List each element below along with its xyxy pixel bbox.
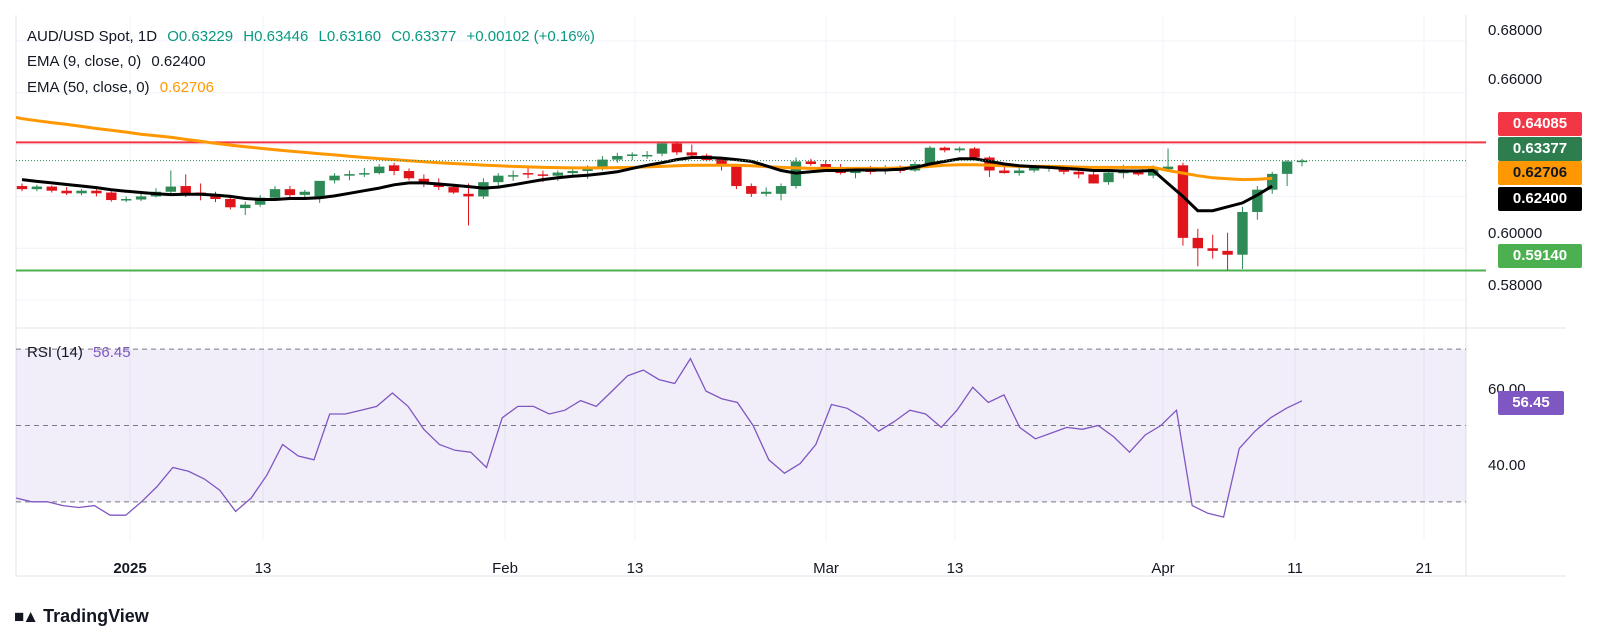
candle[interactable] <box>46 185 57 193</box>
x-axis-label: 21 <box>1415 560 1433 577</box>
candle[interactable] <box>120 196 132 203</box>
ema50-line-start <box>15 115 23 121</box>
candle[interactable] <box>374 164 385 175</box>
candle[interactable] <box>1177 162 1189 246</box>
candle[interactable] <box>746 183 757 197</box>
ema50-value: 0.62706 <box>159 79 214 96</box>
high-value: H0.63446 <box>243 28 309 45</box>
price-axis-label: 0.68000 <box>1488 22 1543 39</box>
candle[interactable] <box>1296 158 1308 167</box>
ema50-badge: 0.62706 <box>1498 161 1582 185</box>
candle[interactable] <box>195 183 206 201</box>
candle[interactable] <box>76 189 87 196</box>
symbol-legend: AUD/USD Spot, 1D O0.63229 H0.63446 L0.63… <box>27 28 601 45</box>
candle[interactable] <box>1281 160 1293 187</box>
candle[interactable] <box>731 164 742 190</box>
close-value: C0.63377 <box>391 28 457 45</box>
candle[interactable] <box>463 183 474 226</box>
candle[interactable] <box>314 180 325 203</box>
candle[interactable] <box>165 170 177 194</box>
candle[interactable] <box>507 170 519 181</box>
candle[interactable] <box>1252 186 1263 220</box>
candle[interactable] <box>612 152 623 163</box>
last-price-badge: 0.63377 <box>1498 137 1582 161</box>
support-badge: 0.59140 <box>1498 244 1582 268</box>
candle[interactable] <box>939 146 950 153</box>
candle[interactable] <box>284 186 296 199</box>
candle[interactable] <box>106 191 117 202</box>
candle[interactable] <box>1103 170 1114 185</box>
candle[interactable] <box>210 191 221 203</box>
price-axis-label: 0.58000 <box>1488 277 1543 294</box>
candle[interactable] <box>135 193 147 202</box>
tradingview-logo-icon: ■▲ <box>14 607 39 626</box>
candle[interactable] <box>418 174 430 188</box>
rsi-line <box>15 357 1303 518</box>
x-axis-label: Feb <box>492 560 518 577</box>
candle[interactable] <box>388 162 400 176</box>
logo-text: TradingView <box>43 606 149 626</box>
x-axis-label: 2025 <box>113 560 147 577</box>
x-axis-label: 13 <box>946 560 964 577</box>
candle[interactable] <box>1162 148 1174 171</box>
ema9-legend[interactable]: EMA (9, close, 0) 0.62400 <box>27 53 212 70</box>
rsi-badge: 56.45 <box>1498 391 1564 415</box>
ema50-line <box>21 117 1273 182</box>
ema9-badge: 0.62400 <box>1498 187 1582 211</box>
candle[interactable] <box>240 201 251 216</box>
candle[interactable] <box>627 152 638 161</box>
price-axis-label: 0.60000 <box>1488 225 1543 242</box>
x-axis-label: Apr <box>1151 560 1175 577</box>
candle[interactable] <box>805 158 817 166</box>
x-axis-label: 13 <box>626 560 644 577</box>
candle[interactable] <box>641 151 653 159</box>
ema50-label: EMA (50, close, 0) <box>27 79 150 96</box>
candle[interactable] <box>403 168 415 181</box>
rsi-legend[interactable]: RSI (14) 56.45 <box>27 344 137 361</box>
ema50-legend[interactable]: EMA (50, close, 0) 0.62706 <box>27 79 220 96</box>
tradingview-logo[interactable]: ■▲ TradingView <box>14 606 149 627</box>
candle[interactable] <box>1237 206 1248 269</box>
open-value: O0.63229 <box>167 28 234 45</box>
candle[interactable] <box>225 196 236 210</box>
candle[interactable] <box>269 186 281 201</box>
candle[interactable] <box>16 183 28 192</box>
x-axis-label: 11 <box>1287 560 1303 577</box>
candle[interactable] <box>493 173 504 187</box>
x-axis-label: Mar <box>813 560 839 577</box>
ema9-value: 0.62400 <box>151 53 206 70</box>
candle[interactable] <box>61 187 72 196</box>
symbol-name[interactable]: AUD/USD Spot, 1D <box>27 28 158 45</box>
candle[interactable] <box>522 167 534 179</box>
candle[interactable] <box>1192 228 1204 267</box>
candle[interactable] <box>31 184 43 192</box>
ema9-label: EMA (9, close, 0) <box>27 53 142 70</box>
price-axis-label: 0.66000 <box>1488 71 1543 88</box>
candle[interactable] <box>954 146 965 153</box>
ema9-line <box>21 156 1273 213</box>
candle[interactable] <box>1207 234 1218 259</box>
rsi-label: RSI (14) <box>27 344 83 361</box>
rsi-axis-label: 40.00 <box>1488 457 1526 474</box>
candle[interactable] <box>1014 167 1025 176</box>
candle[interactable] <box>1222 232 1233 271</box>
change-value: +0.00102 (+0.16%) <box>466 28 595 45</box>
candle[interactable] <box>656 141 668 157</box>
candle[interactable] <box>775 183 787 201</box>
candle[interactable] <box>671 141 683 155</box>
x-axis-label: 13 <box>254 560 272 577</box>
candle[interactable] <box>329 173 340 184</box>
candle[interactable] <box>1267 171 1278 194</box>
candle[interactable] <box>344 170 355 181</box>
low-value: L0.63160 <box>318 28 382 45</box>
rsi-value: 56.45 <box>93 344 131 361</box>
candle[interactable] <box>91 189 102 197</box>
candle[interactable] <box>359 167 370 177</box>
resistance-badge: 0.64085 <box>1498 112 1582 136</box>
candle[interactable] <box>760 187 772 197</box>
